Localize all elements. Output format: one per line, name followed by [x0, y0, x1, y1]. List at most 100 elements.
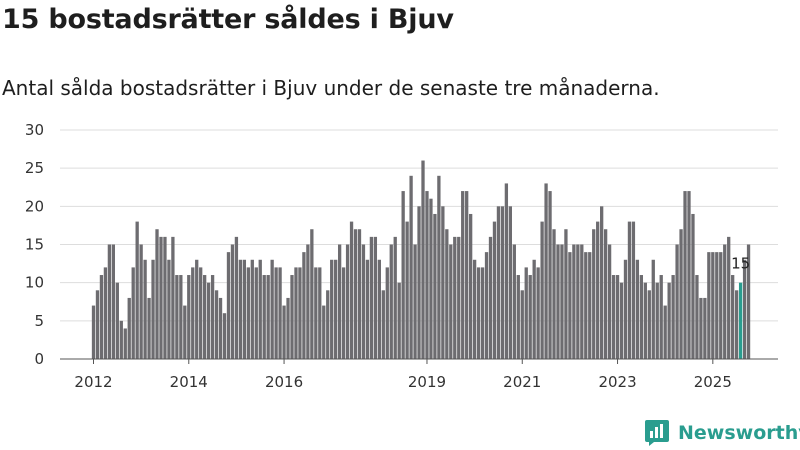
- bar: [512, 244, 516, 359]
- bar: [393, 236, 397, 359]
- y-tick-label: 10: [25, 274, 44, 292]
- bar: [191, 267, 195, 359]
- bar: [564, 229, 568, 359]
- x-tick-label: 2014: [170, 373, 208, 391]
- bar: [488, 236, 493, 359]
- bar-layer: [91, 160, 751, 359]
- bar: [592, 229, 596, 359]
- bar: [544, 183, 548, 359]
- bar: [659, 275, 663, 359]
- bar: [643, 282, 647, 359]
- newsworthy-logo-icon: [645, 420, 669, 446]
- bar: [465, 191, 469, 359]
- bar: [226, 252, 231, 359]
- bar: [687, 191, 691, 359]
- bar: [302, 252, 306, 359]
- bar-highlight: [738, 282, 743, 359]
- bar: [600, 206, 604, 359]
- bar: [179, 275, 183, 359]
- bar: [441, 206, 445, 359]
- bar: [369, 236, 374, 359]
- bar: [143, 259, 147, 359]
- bar: [556, 244, 560, 359]
- bar: [516, 275, 520, 359]
- bar: [314, 267, 318, 359]
- bar: [576, 244, 580, 359]
- bar: [230, 244, 235, 359]
- x-tick-label: 2021: [503, 373, 541, 391]
- bar: [461, 191, 465, 359]
- bar: [679, 229, 683, 359]
- bar: [453, 236, 457, 359]
- bar: [203, 275, 207, 359]
- bar: [155, 229, 159, 359]
- bar: [222, 313, 227, 359]
- bar: [504, 183, 509, 359]
- bar: [127, 297, 131, 359]
- bar: [615, 275, 620, 359]
- y-tick-label: 15: [25, 236, 44, 254]
- bar: [429, 198, 433, 359]
- x-tick-label: 2025: [694, 373, 732, 391]
- bar: [163, 236, 167, 359]
- bar: [326, 290, 330, 359]
- bar: [115, 282, 119, 359]
- bar: [409, 175, 413, 359]
- bar: [683, 191, 687, 359]
- bar: [131, 267, 135, 359]
- bar: [274, 267, 278, 359]
- highlight-value-label: 15: [731, 255, 750, 273]
- bar: [250, 259, 254, 359]
- bar: [691, 213, 695, 359]
- bar: [647, 290, 651, 359]
- bar: [480, 267, 485, 359]
- bar: [731, 275, 735, 359]
- bar: [210, 275, 215, 359]
- bar: [385, 267, 389, 359]
- bar: [111, 244, 115, 359]
- x-tick-label: 2019: [408, 373, 446, 391]
- bar: [103, 267, 108, 359]
- bar: [334, 259, 338, 359]
- bar: [723, 244, 727, 359]
- bar: [337, 244, 342, 359]
- bar: [572, 244, 576, 359]
- bar: [742, 259, 747, 359]
- bar: [262, 275, 266, 359]
- bar: [663, 305, 667, 359]
- bar: [639, 275, 644, 359]
- bar: [445, 229, 449, 359]
- bar: [286, 297, 290, 359]
- bar: [548, 191, 552, 359]
- bar: [246, 267, 250, 359]
- y-tick-label: 20: [25, 197, 44, 215]
- bar: [322, 305, 326, 359]
- bar: [437, 175, 441, 359]
- bar: [588, 252, 592, 359]
- brand-name: Newsworthy: [678, 422, 800, 444]
- bar: [413, 244, 417, 359]
- bar: [381, 290, 385, 359]
- bar: [596, 221, 600, 359]
- bar: [389, 244, 393, 359]
- bar: [584, 252, 588, 359]
- y-tick-label: 30: [25, 121, 44, 139]
- bar: [147, 297, 151, 359]
- bar: [183, 305, 187, 359]
- bar: [345, 244, 350, 359]
- bar: [167, 259, 171, 359]
- bar: [123, 328, 127, 359]
- bar: [266, 275, 270, 359]
- bar: [353, 229, 358, 359]
- bar: [472, 259, 477, 359]
- bar: [695, 275, 699, 359]
- bar: [524, 267, 528, 359]
- bar: [195, 259, 199, 359]
- bar: [377, 259, 381, 359]
- y-tick-label: 25: [25, 159, 44, 177]
- bar: [282, 305, 286, 359]
- bar: [734, 290, 739, 359]
- bar: [357, 229, 362, 359]
- brand-logo[interactable]: Newsworthy: [644, 418, 800, 448]
